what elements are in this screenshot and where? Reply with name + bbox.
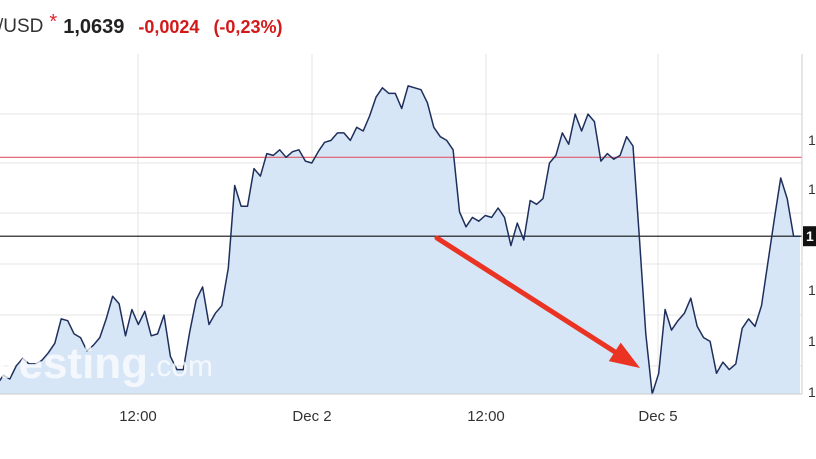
- y-tick-label: 1: [808, 282, 816, 298]
- area-fill: [0, 85, 800, 394]
- x-tick-label: 12:00: [467, 408, 505, 425]
- quote-header: /USD * 1,0639 -0,0024 (-0,23%): [0, 0, 816, 54]
- current-price-tag-label: 1: [806, 228, 814, 244]
- price-change-percent: (-0,23%): [213, 16, 283, 37]
- y-tick-label: 1: [808, 333, 816, 349]
- x-tick-label: Dec 2: [292, 408, 331, 425]
- annotation-arrow-shaft: [434, 235, 629, 362]
- investing-watermark: vesting: [0, 339, 148, 388]
- last-price: 1,0639: [63, 15, 125, 38]
- price-change: -0,0024: [138, 16, 200, 37]
- price-line: [0, 85, 800, 395]
- star-icon[interactable]: *: [49, 10, 58, 33]
- y-tick-label: 1: [808, 132, 816, 148]
- x-tick-label: 12:00: [119, 408, 157, 425]
- current-price-tag: [803, 226, 816, 247]
- x-tick-label: Dec 5: [638, 408, 677, 425]
- currency-pair-label: /USD: [0, 16, 44, 37]
- annotation-arrow-head: [608, 342, 640, 368]
- y-tick-label: 1: [808, 181, 816, 197]
- y-tick-label: 1: [808, 384, 816, 400]
- investing-watermark-suffix: .com: [148, 350, 213, 383]
